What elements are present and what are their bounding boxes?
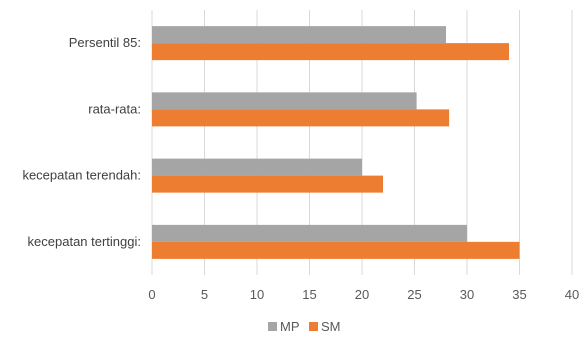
- x-tick-label-10: 10: [250, 287, 264, 302]
- bar-mp-3: [152, 224, 467, 242]
- x-tick-label-40: 40: [565, 287, 579, 302]
- x-tick-label-35: 35: [512, 287, 526, 302]
- bar-sm-2: [152, 175, 383, 193]
- legend-label-sm: SM: [321, 319, 341, 334]
- bar-mp-1: [152, 92, 417, 110]
- legend-swatch-mp: [268, 322, 277, 331]
- x-tick-label-20: 20: [355, 287, 369, 302]
- category-label-1: rata-rata:: [88, 101, 141, 116]
- bar-sm-3: [152, 241, 520, 259]
- legend-swatch-sm: [309, 322, 318, 331]
- bar-sm-1: [152, 109, 450, 127]
- bar-mp-2: [152, 158, 362, 176]
- category-label-2: kecepatan terendah:: [22, 168, 141, 183]
- x-tick-label-30: 30: [460, 287, 474, 302]
- x-tick-label-0: 0: [148, 287, 155, 302]
- category-label-0: Persentil 85:: [69, 35, 141, 50]
- bar-sm-0: [152, 43, 509, 61]
- category-label-3: kecepatan tertinggi:: [28, 234, 141, 249]
- x-tick-label-15: 15: [302, 287, 316, 302]
- x-tick-label-5: 5: [201, 287, 208, 302]
- x-tick-label-25: 25: [407, 287, 421, 302]
- legend-label-mp: MP: [280, 319, 300, 334]
- bar-mp-0: [152, 26, 446, 44]
